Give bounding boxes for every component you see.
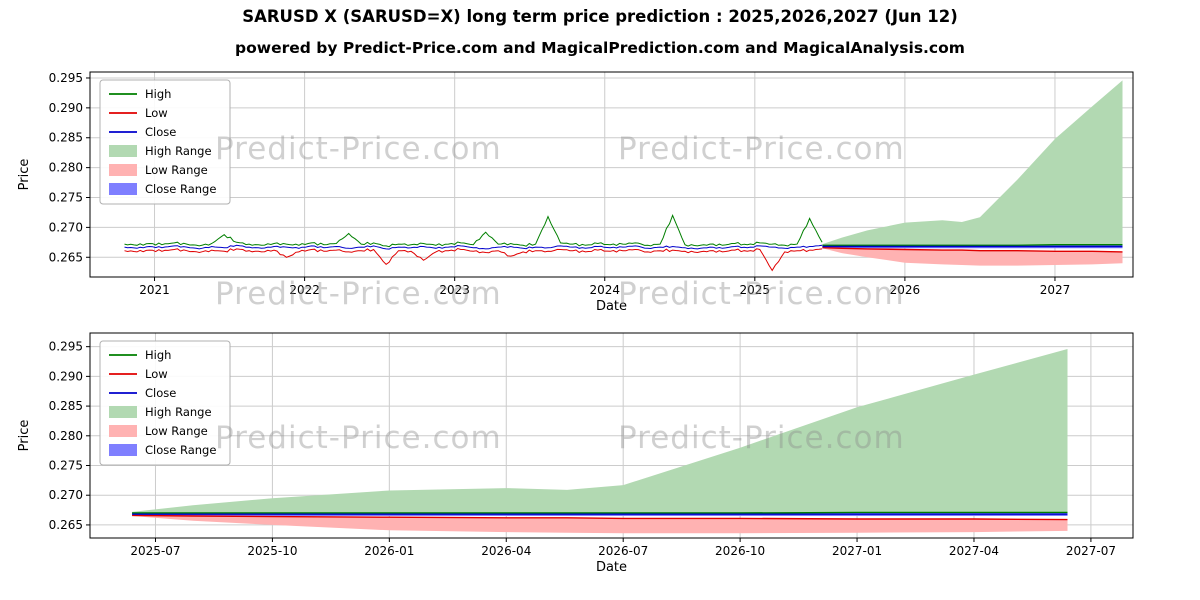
x-tick-label: 2024 — [589, 283, 620, 297]
x-tick-label: 2027-07 — [1066, 544, 1116, 558]
x-tick-label: 2027 — [1040, 283, 1071, 297]
legend: High Low Close High Range Low Range Close Ran… — [99, 79, 231, 205]
x-tick-label: 2026-10 — [715, 544, 765, 558]
legend-label: Close Range — [145, 182, 216, 196]
forecast-low-line — [822, 247, 1123, 253]
x-tick-label: 2027-01 — [832, 544, 882, 558]
plot-border — [89, 71, 1134, 278]
history-high-line — [124, 214, 823, 248]
x-tick-label: 2026-04 — [481, 544, 531, 558]
low-range-band — [822, 247, 1123, 266]
y-tick-label: 0.265 — [49, 250, 83, 264]
legend-label: Low — [145, 367, 168, 381]
x-tick-label: 2022 — [289, 283, 320, 297]
y-tick-label: 0.275 — [49, 459, 83, 473]
x-tick-label: 2021 — [139, 283, 170, 297]
x-tick-label: 2026 — [890, 283, 921, 297]
legend-label: Low Range — [145, 163, 208, 177]
legend-swatch-close_range — [109, 183, 137, 195]
legend-label: Low — [145, 106, 168, 120]
low-range-band — [132, 515, 1068, 534]
legend-label: Close Range — [145, 443, 216, 457]
forecast-high-line — [132, 511, 1068, 514]
y-tick-label: 0.290 — [49, 369, 83, 383]
y-tick-label: 0.275 — [49, 191, 83, 205]
y-tick-label: 0.270 — [49, 220, 83, 234]
legend-swatch-low_range — [109, 425, 137, 437]
high-range-band — [132, 349, 1068, 513]
y-tick-label: 0.285 — [49, 131, 83, 145]
y-tick-label: 0.280 — [49, 429, 83, 443]
legend-swatch-high_range — [109, 406, 137, 418]
legend-swatch-low_range — [109, 164, 137, 176]
legend-label: High — [145, 348, 171, 362]
x-tick-label: 2026-01 — [364, 544, 414, 558]
legend-label: High Range — [145, 144, 212, 158]
forecast-high-line — [822, 243, 1123, 247]
x-tick-label: 2025 — [740, 283, 771, 297]
y-tick-label: 0.280 — [49, 161, 83, 175]
high-range-band — [822, 80, 1123, 246]
y-tick-label: 0.295 — [49, 71, 83, 85]
y-axis-label: Price — [17, 420, 32, 452]
y-tick-label: 0.290 — [49, 101, 83, 115]
history-low-line — [124, 247, 823, 272]
y-tick-label: 0.285 — [49, 399, 83, 413]
x-tick-label: 2023 — [439, 283, 470, 297]
history-close-line — [124, 244, 823, 250]
x-axis-label: Date — [596, 560, 627, 575]
bottom-chart: 2025-07 2025-10 2026-01 2026-04 2026-07 2026-… — [17, 332, 1134, 575]
x-tick-label: 2026-07 — [598, 544, 648, 558]
legend-label: Close — [145, 386, 176, 400]
top-chart: 2021 2022 2023 2024 2025 2026 2027 0.265 0.270 0.… — [17, 71, 1134, 314]
x-axis-label: Date — [596, 299, 627, 314]
legend-swatch-close_range — [109, 444, 137, 456]
legend-label: High Range — [145, 405, 212, 419]
legend-label: Close — [145, 125, 176, 139]
y-tick-label: 0.265 — [49, 518, 83, 532]
y-tick-label: 0.270 — [49, 488, 83, 502]
legend-label: Low Range — [145, 424, 208, 438]
chart-subtitle: powered by Predict-Price.com and Magical… — [235, 39, 965, 57]
y-tick-label: 0.295 — [49, 340, 83, 354]
legend-swatch-high_range — [109, 145, 137, 157]
x-tick-label: 2027-04 — [949, 544, 999, 558]
x-tick-label: 2025-10 — [247, 544, 297, 558]
legend: High Low Close High Range Low Range Close Ran… — [99, 340, 231, 466]
legend-label: High — [145, 87, 171, 101]
chart-title: SARUSD X (SARUSD=X) long term price pred… — [242, 7, 958, 26]
y-axis-label: Price — [17, 159, 32, 191]
forecast-low-line — [132, 514, 1068, 521]
x-tick-label: 2025-07 — [130, 544, 180, 558]
